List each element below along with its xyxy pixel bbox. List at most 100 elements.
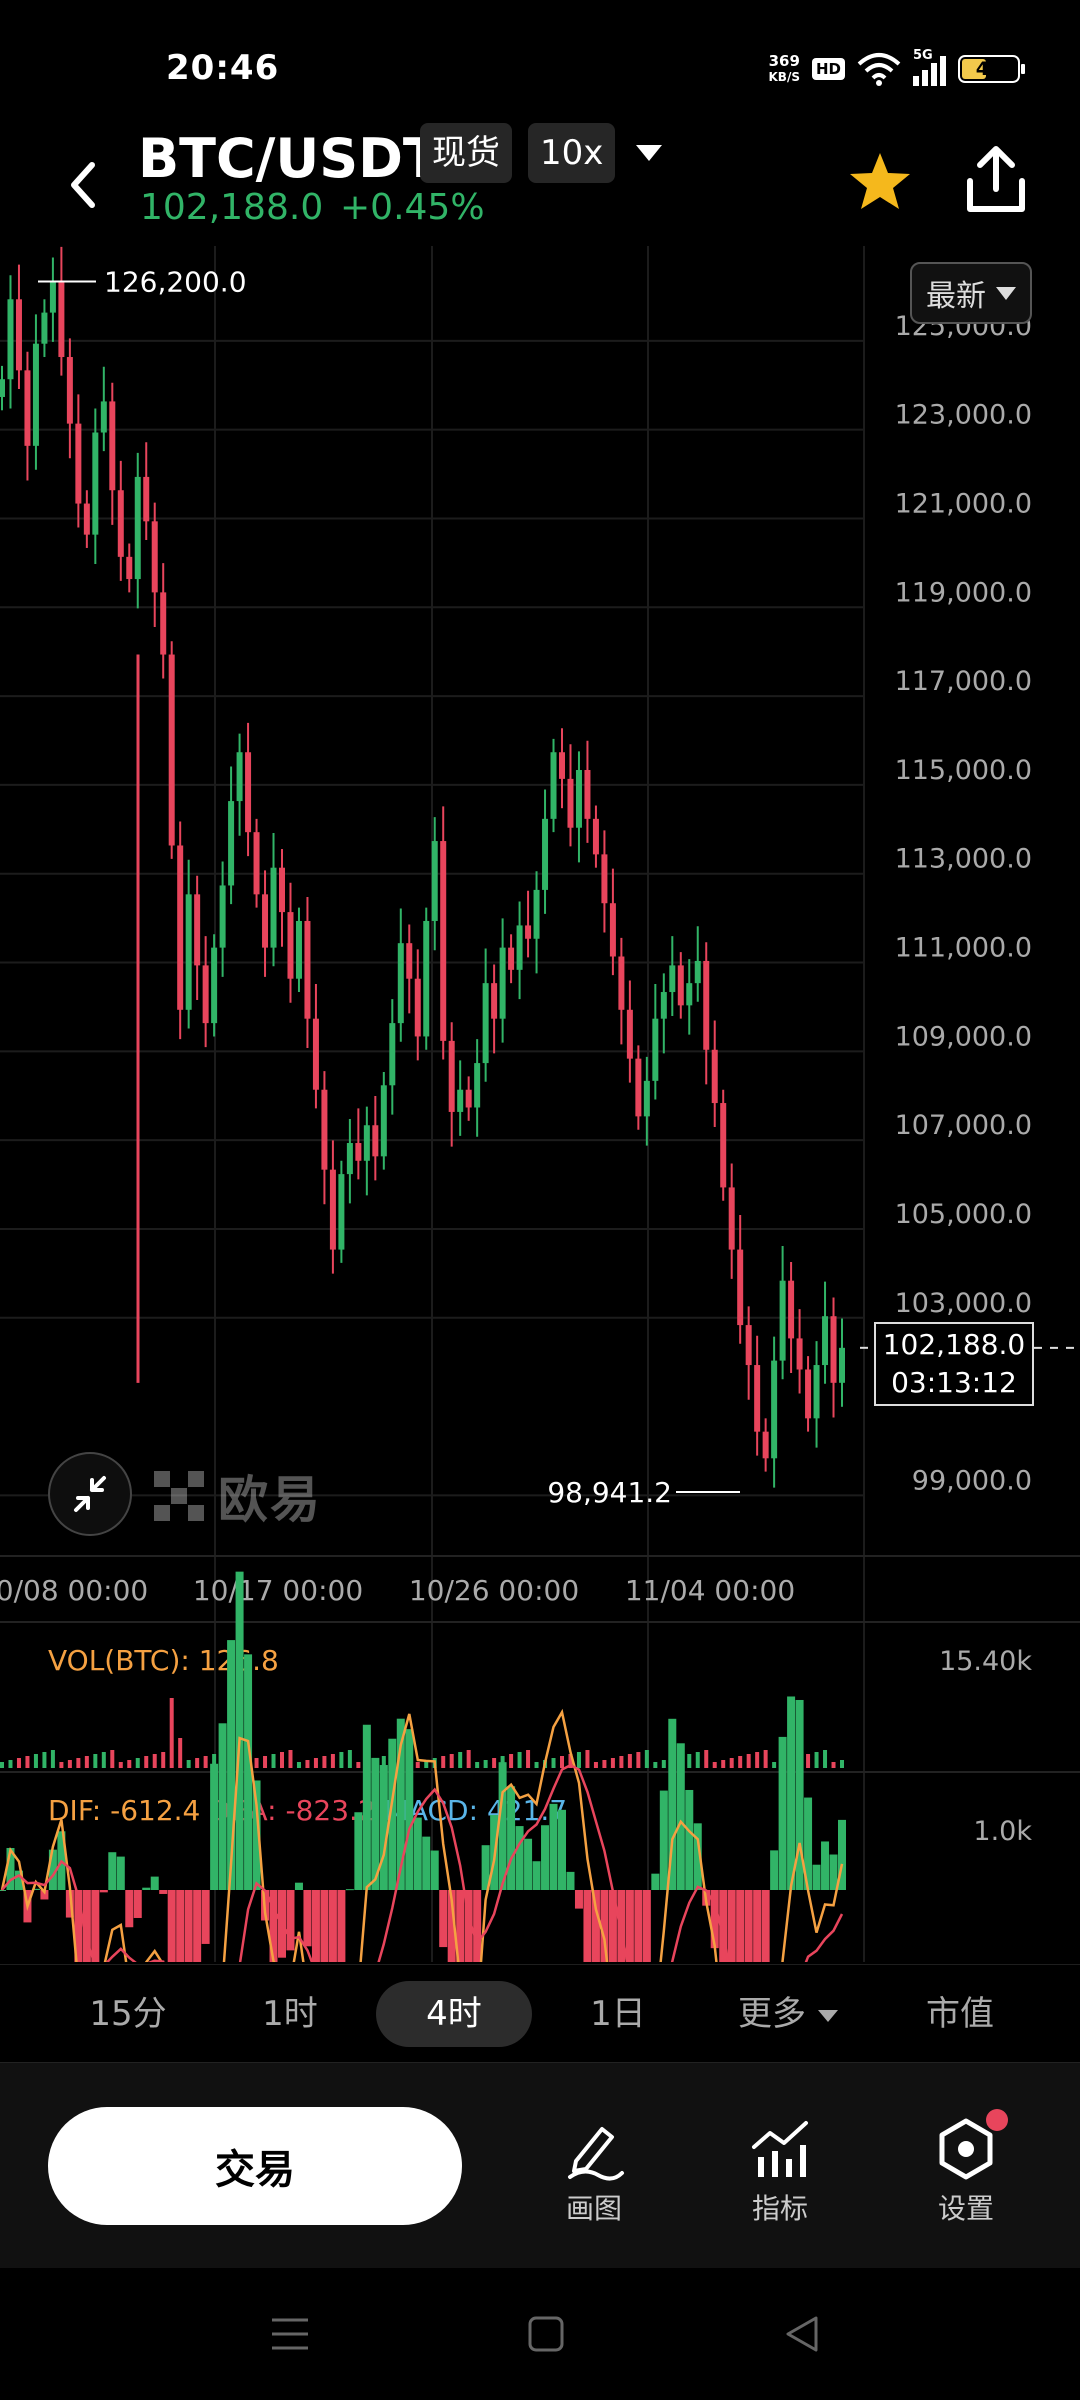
macd-dif-line: [0, 1708, 844, 1962]
volume-bar: [687, 1754, 692, 1768]
candle-body: [754, 1365, 761, 1432]
candle-body: [363, 1125, 370, 1161]
timeframe-bar: 15分 1时 4时 1日 更多 市值: [0, 1964, 1080, 2060]
macd-bar: [413, 1817, 422, 1890]
timeframe-15m[interactable]: 15分: [89, 1994, 167, 2034]
candle-body: [194, 894, 201, 966]
volume-bar: [729, 1758, 734, 1768]
candle-body: [584, 770, 591, 819]
pair-dropdown-icon[interactable]: [636, 145, 662, 161]
settings-hexagon-icon: [939, 2118, 993, 2180]
candlestick-chart[interactable]: 125,000.0123,000.0121,000.0119,000.0117,…: [0, 246, 1080, 1962]
volume-bar: [0, 1762, 4, 1768]
brand-watermark: 欧易: [154, 1460, 322, 1532]
collapse-chart-button[interactable]: [48, 1452, 132, 1536]
volume-bar: [42, 1752, 47, 1768]
volume-bar: [602, 1760, 607, 1768]
back-arrow-icon[interactable]: [62, 155, 106, 215]
timeframe-1d[interactable]: 1日: [590, 1994, 646, 2034]
macd-bar: [821, 1841, 830, 1890]
candle-body: [219, 885, 226, 948]
network-label: 5G: [913, 48, 933, 63]
status-bar: 20:46 369 KB/S HD 5G 42: [0, 0, 1080, 120]
x-tick-label: 0/08 00:00: [0, 1574, 148, 1607]
macd-bar: [227, 1640, 236, 1890]
timeframe-more[interactable]: 更多: [718, 1981, 858, 2047]
candle-body: [465, 1089, 472, 1108]
collapse-icon: [74, 1476, 106, 1512]
candle-body: [211, 947, 218, 1024]
macd-bar: [218, 1723, 227, 1890]
candle-body: [75, 423, 82, 504]
back-nav-icon[interactable]: [780, 2312, 824, 2356]
macd-bar: [727, 1890, 736, 1962]
y-tick-label: 117,000.0: [895, 666, 1032, 697]
chart-area[interactable]: 125,000.0 123,000.0 121,000.0 119,000.0 117,…: [0, 246, 1080, 1962]
candle-body: [652, 1018, 659, 1081]
pen-icon: [568, 2127, 624, 2181]
macd-bar: [558, 1809, 566, 1890]
volume-bar: [627, 1754, 632, 1768]
macd-bar: [396, 1718, 405, 1890]
more-dropdown-icon: [818, 2009, 838, 2022]
candle-body: [643, 1080, 650, 1117]
pair-title[interactable]: BTC/USDT: [138, 127, 440, 190]
candle-body: [559, 752, 565, 779]
macd-bar: [532, 1861, 541, 1890]
y-tick-label: 121,000.0: [895, 488, 1032, 519]
volume-bar: [67, 1760, 72, 1768]
candle-body: [796, 1338, 803, 1370]
macd-bar: [676, 1743, 685, 1890]
share-icon[interactable]: [964, 145, 1028, 215]
macd-bar: [303, 1890, 312, 1947]
home-nav-icon[interactable]: [524, 2312, 568, 2356]
macd-bar: [625, 1890, 634, 1962]
macd-label: DIF: -612.4 DEA: -823.2 MACD: 421.7: [48, 1794, 567, 1827]
volume-axis-label: 15.40k: [939, 1646, 1032, 1677]
y-tick-label: 111,000.0: [895, 933, 1032, 964]
volume-bar: [144, 1756, 149, 1768]
macd-bar: [659, 1790, 668, 1890]
candle-body: [100, 401, 107, 433]
candle-body: [168, 654, 175, 846]
timeframe-4h[interactable]: 4时: [376, 1981, 532, 2047]
macd-axis-label: 1.0k: [973, 1816, 1032, 1847]
trade-button[interactable]: 交易: [48, 2107, 462, 2225]
candle-body: [253, 832, 260, 895]
timeframe-1h[interactable]: 1时: [262, 1994, 318, 2034]
market-cap-tab[interactable]: 市值: [926, 1994, 994, 2034]
settings-tool[interactable]: 设置: [906, 2109, 1026, 2227]
draw-tool[interactable]: 画图: [534, 2117, 654, 2227]
volume-bar: [653, 1762, 658, 1768]
draw-label: 画图: [565, 2192, 622, 2225]
latest-button[interactable]: 最新: [910, 262, 1032, 324]
candle-body: [329, 1169, 336, 1250]
macd-bar: [838, 1819, 846, 1890]
macd-bar: [167, 1890, 176, 1962]
macd-bar: [566, 1871, 575, 1890]
macd-bar: [99, 1890, 108, 1893]
menu-nav-icon[interactable]: [268, 2312, 312, 2356]
macd-bar: [14, 1870, 23, 1890]
high-marker-label: 126,200.0: [104, 266, 247, 299]
macd-bar: [320, 1890, 329, 1962]
favorite-star-icon[interactable]: [848, 149, 912, 213]
macd-bar: [294, 1882, 303, 1890]
volume-bar: [610, 1758, 615, 1768]
volume-bar: [356, 1762, 361, 1768]
brand-text: 欧易: [218, 1471, 322, 1529]
macd-bar: [150, 1876, 159, 1890]
volume-bar: [593, 1762, 598, 1768]
candle-body: [839, 1347, 845, 1383]
volume-bar: [186, 1760, 191, 1768]
net-speed: 369 KB/S: [769, 53, 800, 85]
spot-tag: 现货: [420, 123, 512, 183]
indicators-tool[interactable]: 指标: [720, 2117, 840, 2227]
candle-body: [440, 841, 447, 1041]
macd-bar: [82, 1890, 91, 1962]
macd-bar: [761, 1890, 770, 1962]
volume-bar: [101, 1752, 106, 1768]
macd-bar: [252, 1780, 261, 1890]
latest-dropdown-icon: [996, 286, 1016, 300]
candle-body: [601, 854, 608, 904]
